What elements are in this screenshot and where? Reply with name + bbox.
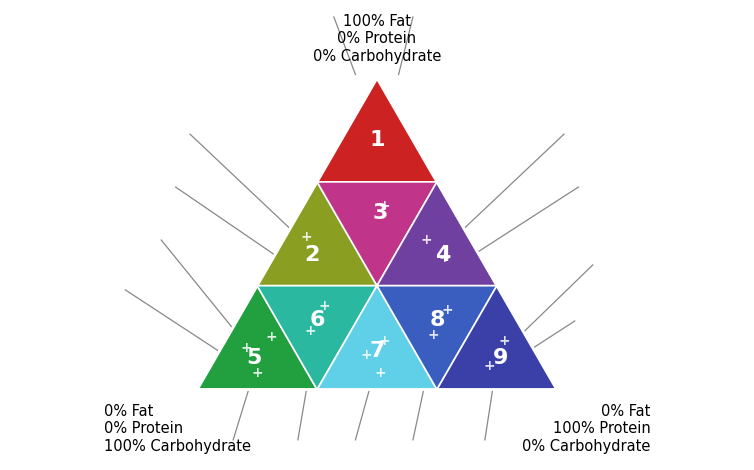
Polygon shape	[377, 286, 497, 390]
Text: +: +	[438, 251, 450, 265]
Text: 7: 7	[369, 341, 385, 361]
Text: 100% Fat
0% Protein
0% Carbohydrate: 100% Fat 0% Protein 0% Carbohydrate	[313, 14, 441, 64]
Polygon shape	[198, 286, 317, 390]
Text: 5: 5	[246, 348, 261, 368]
Polygon shape	[317, 182, 437, 286]
Text: 2: 2	[304, 245, 320, 265]
Text: 0% Fat
0% Protein
100% Carbohydrate: 0% Fat 0% Protein 100% Carbohydrate	[104, 404, 251, 454]
Text: +: +	[360, 348, 372, 362]
Text: 1: 1	[369, 130, 385, 150]
Text: 3: 3	[373, 203, 388, 223]
Text: +: +	[379, 199, 390, 213]
Text: +: +	[484, 359, 495, 373]
Text: +: +	[442, 303, 454, 316]
Text: +: +	[379, 334, 390, 347]
Text: +: +	[375, 366, 386, 380]
Text: +: +	[300, 230, 312, 244]
Polygon shape	[437, 286, 556, 390]
Text: +: +	[318, 299, 330, 313]
Text: 6: 6	[309, 310, 325, 330]
Text: 0% Fat
100% Protein
0% Carbohydrate: 0% Fat 100% Protein 0% Carbohydrate	[522, 404, 650, 454]
Polygon shape	[257, 182, 377, 286]
Text: +: +	[265, 330, 277, 344]
Polygon shape	[317, 78, 437, 182]
Text: +: +	[304, 324, 316, 338]
Text: +: +	[428, 328, 439, 342]
Text: 9: 9	[493, 348, 508, 368]
Polygon shape	[257, 286, 377, 390]
Text: +: +	[498, 334, 510, 347]
Text: 4: 4	[434, 245, 450, 265]
Text: +: +	[251, 366, 263, 380]
Text: +: +	[241, 341, 252, 355]
Text: +: +	[420, 233, 432, 247]
Polygon shape	[317, 286, 437, 390]
Text: 8: 8	[429, 310, 445, 330]
Polygon shape	[377, 182, 497, 286]
